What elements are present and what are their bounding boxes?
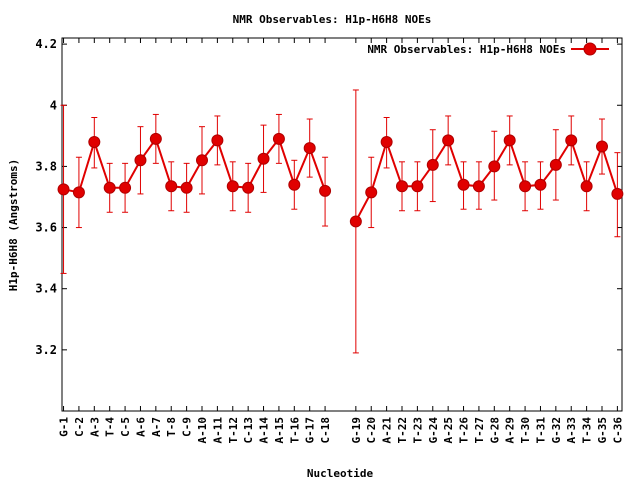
x-tick-label: A-15 — [273, 417, 286, 444]
data-point — [72, 186, 85, 199]
y-tick-label: 4.2 — [35, 37, 57, 51]
x-tick-label: C-18 — [319, 417, 332, 444]
data-point — [242, 181, 255, 194]
x-tick-label: G-1 — [58, 417, 71, 437]
data-point — [565, 134, 578, 147]
data-point — [226, 180, 239, 193]
data-point — [303, 142, 316, 155]
x-tick-label: C-13 — [242, 417, 255, 444]
x-tick-label: G-19 — [350, 417, 363, 444]
legend: NMR Observables: H1p-H6H8 NOEs — [367, 42, 609, 56]
x-axis: G-1 C-2 A-3 T-4 C-5 A-6 A-7 T-8 C-9 A-10 A-11 T-12 C… — [58, 38, 624, 444]
x-tick-label: T-27 — [473, 417, 486, 444]
data-point — [396, 180, 408, 193]
x-axis-label: Nucleotide — [307, 467, 374, 480]
x-tick-label: G-24 — [427, 417, 440, 444]
data-point — [319, 184, 332, 197]
x-tick-label: A-29 — [504, 417, 517, 444]
x-tick-label: G-17 — [304, 417, 317, 444]
x-tick-label: T-12 — [227, 417, 240, 444]
data-point — [519, 180, 532, 193]
data-point — [488, 160, 501, 173]
data-point — [211, 134, 224, 147]
data-point — [580, 180, 593, 193]
data-point — [380, 135, 393, 148]
series-layer — [57, 89, 624, 354]
data-point — [119, 181, 132, 194]
x-tick-label: A-6 — [134, 417, 147, 437]
data-point — [180, 181, 193, 194]
y-axis-label: H1p-H6H8 (Angstroms) — [7, 159, 20, 291]
x-tick-label: T-23 — [411, 417, 424, 444]
data-point — [503, 134, 516, 147]
x-tick-label: A-21 — [381, 417, 394, 444]
data-point — [165, 180, 178, 193]
x-tick-label: G-35 — [596, 417, 609, 444]
data-point — [426, 158, 439, 171]
data-point — [549, 158, 562, 171]
x-tick-label: T-34 — [581, 417, 594, 444]
y-tick-label: 3.8 — [35, 159, 57, 173]
data-point — [349, 215, 362, 228]
chart-title: NMR Observables: H1p-H6H8 NOEs — [233, 13, 432, 26]
plot-frame — [61, 37, 623, 412]
series-line — [354, 138, 619, 222]
x-tick-label: T-8 — [165, 417, 178, 437]
data-point — [196, 154, 208, 167]
x-tick-label: C-5 — [119, 417, 132, 437]
x-tick-label: A-25 — [442, 417, 455, 444]
x-tick-label: T-16 — [288, 417, 301, 444]
y-tick-label: 3.6 — [35, 221, 57, 235]
data-point — [611, 187, 624, 200]
legend-label: NMR Observables: H1p-H6H8 NOEs — [367, 43, 566, 56]
y-tick-label: 4 — [50, 98, 57, 112]
data-point — [534, 178, 547, 191]
y-axis: 3.2 3.4 3.6 3.8 4 4.2 — [35, 37, 622, 357]
x-tick-label: C-36 — [611, 417, 624, 444]
x-tick-label: T-31 — [534, 417, 547, 444]
y-tick-label: 3.2 — [35, 343, 57, 357]
x-tick-label: A-3 — [88, 417, 101, 437]
data-point — [596, 140, 608, 153]
data-point — [442, 134, 455, 147]
x-tick-label: G-32 — [550, 417, 563, 444]
data-point — [257, 152, 270, 165]
x-tick-label: A-33 — [565, 417, 578, 444]
data-point — [272, 132, 285, 145]
data-point — [103, 181, 116, 194]
x-tick-label: A-14 — [258, 417, 271, 444]
x-tick-label: C-2 — [73, 417, 86, 437]
x-tick-label: T-4 — [104, 417, 117, 437]
data-point — [457, 178, 470, 191]
x-tick-label: A-7 — [150, 417, 163, 437]
x-tick-label: C-9 — [181, 417, 194, 437]
y-tick-label: 3.4 — [35, 282, 57, 296]
x-tick-label: G-28 — [488, 417, 501, 444]
data-point — [134, 154, 147, 167]
x-tick-label: C-20 — [365, 417, 378, 444]
x-tick-label: A-10 — [196, 417, 209, 444]
data-point — [411, 180, 424, 193]
x-tick-label: T-26 — [458, 417, 471, 444]
series-line — [63, 136, 327, 194]
data-point — [288, 178, 301, 191]
data-point — [57, 183, 70, 196]
data-point — [472, 180, 485, 193]
legend-marker-swatch — [583, 42, 597, 56]
data-point — [365, 186, 378, 199]
x-tick-label: T-22 — [396, 417, 409, 444]
data-point — [149, 132, 162, 145]
data-point — [88, 135, 101, 148]
x-tick-label: T-30 — [519, 417, 532, 444]
x-tick-label: A-11 — [211, 417, 224, 444]
